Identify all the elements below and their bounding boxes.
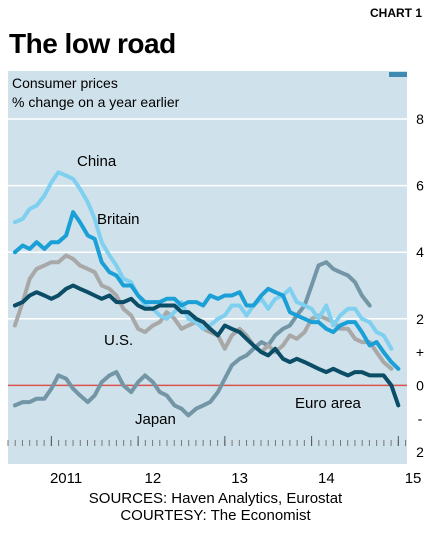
y-tick-label: 0 [416, 377, 424, 393]
series-label: China [77, 153, 117, 170]
sources-text: SOURCES: Haven Analytics, Eurostat [88, 490, 343, 507]
y-tick-label: - [418, 411, 423, 427]
x-tick-label: 14 [318, 470, 335, 487]
series-line-japan [12, 260, 372, 418]
x-tick-label: 12 [145, 470, 162, 487]
chart-subtitle-line-1: Consumer prices [12, 75, 118, 91]
y-tick-label: 8 [416, 111, 424, 127]
plot-background [8, 71, 407, 464]
y-tick-label: 4 [416, 244, 424, 260]
x-tick-label: 15 [405, 470, 422, 487]
series-line-us [12, 253, 394, 371]
y-tick-label: 2 [416, 444, 424, 460]
series-line-britain [12, 210, 401, 371]
series-label: U.S. [104, 332, 133, 349]
courtesy-text: COURTESY: The Economist [120, 507, 311, 524]
series-label: Britain [97, 211, 140, 228]
chart-title: The low road [9, 28, 176, 59]
series-line-china [12, 170, 394, 351]
series-line-euro-area [12, 283, 401, 408]
chart-number-label: CHART 1 [369, 6, 422, 20]
x-tick-label: 2011 [50, 470, 82, 487]
series-label: Japan [135, 411, 176, 428]
y-tick-label: 6 [416, 178, 424, 194]
x-tick-label: 13 [231, 470, 248, 487]
y-tick-label: 2 [416, 311, 424, 327]
chart-subtitle-line-2: % change on a year earlier [12, 94, 180, 110]
accent-bar [389, 72, 407, 77]
series-label: Euro area [295, 395, 362, 412]
y-tick-label: + [416, 344, 424, 360]
